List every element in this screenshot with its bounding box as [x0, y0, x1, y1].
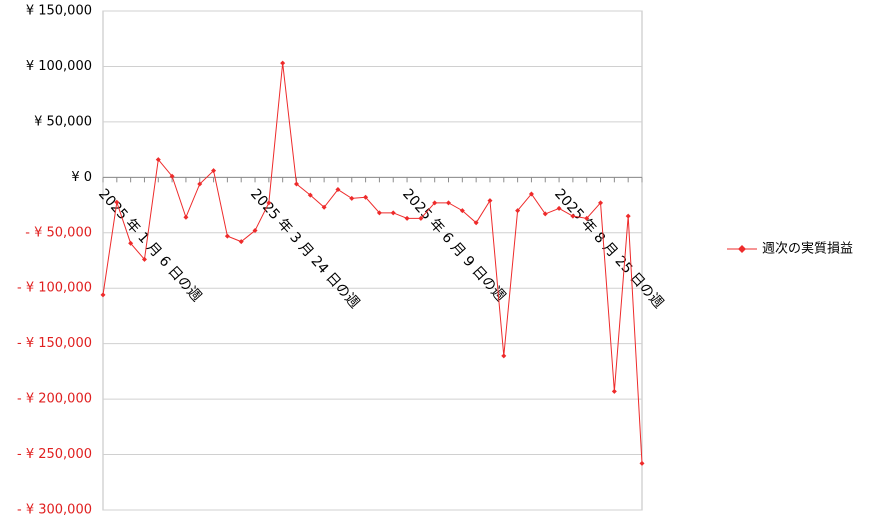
- x-tick-label: 2025 年 1 月 6 日の週: [95, 186, 204, 305]
- y-tick-label: - ¥ 200,000: [17, 392, 92, 407]
- x-tick-label: 2025 年 3 月 24 日の週: [247, 186, 362, 312]
- marker: [584, 215, 590, 221]
- y-tick-label: ¥ 50,000: [34, 114, 92, 129]
- legend-marker: [738, 245, 746, 253]
- marker: [446, 200, 452, 206]
- marker: [211, 168, 217, 174]
- marker: [598, 200, 604, 206]
- marker: [418, 215, 424, 221]
- legend-label: 週次の実質損益: [762, 241, 853, 257]
- x-tick-label: 2025 年 6 月 9 日の週: [399, 186, 508, 305]
- marker: [390, 210, 396, 216]
- y-tick-label: - ¥ 300,000: [17, 503, 92, 518]
- marker: [404, 215, 410, 221]
- marker: [432, 200, 438, 206]
- y-tick-label: - ¥ 100,000: [17, 281, 92, 296]
- marker: [515, 208, 521, 214]
- marker: [625, 213, 631, 219]
- y-tick-label: - ¥ 150,000: [17, 336, 92, 351]
- marker: [611, 388, 617, 394]
- marker: [128, 240, 134, 246]
- marker: [542, 211, 548, 217]
- marker: [459, 208, 465, 214]
- marker: [183, 214, 189, 220]
- marker: [376, 210, 382, 216]
- marker: [224, 233, 230, 239]
- x-tick-label: 2025 年 8 月 25 日の週: [551, 186, 666, 312]
- y-tick-label: - ¥ 250,000: [17, 447, 92, 462]
- marker: [528, 191, 534, 197]
- marker: [570, 213, 576, 219]
- marker: [639, 460, 645, 466]
- marker: [335, 187, 341, 193]
- marker: [321, 204, 327, 210]
- marker: [363, 194, 369, 200]
- marker: [238, 239, 244, 245]
- marker: [556, 205, 562, 211]
- marker: [501, 353, 507, 359]
- marker: [293, 181, 299, 187]
- y-tick-label: ¥ 100,000: [26, 59, 92, 74]
- y-tick-label: ¥ 0: [71, 170, 92, 185]
- marker: [487, 198, 493, 204]
- marker: [252, 228, 258, 234]
- marker: [266, 200, 272, 206]
- marker: [280, 60, 286, 66]
- plot-area: [102, 10, 643, 511]
- marker: [155, 157, 161, 163]
- marker: [100, 292, 106, 298]
- y-tick-label: - ¥ 50,000: [25, 225, 92, 240]
- marker: [307, 192, 313, 198]
- marker: [114, 199, 120, 205]
- marker: [473, 220, 479, 226]
- series-line: [102, 63, 643, 464]
- marker: [197, 181, 203, 187]
- y-tick-label: ¥ 150,000: [26, 4, 92, 19]
- marker: [169, 173, 175, 179]
- marker: [349, 195, 355, 201]
- marker: [141, 256, 147, 262]
